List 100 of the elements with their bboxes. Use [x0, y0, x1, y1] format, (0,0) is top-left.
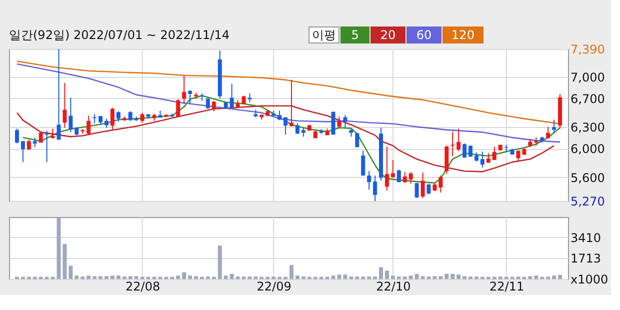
bar	[456, 274, 461, 279]
candlestick	[402, 171, 407, 184]
candlestick	[278, 110, 282, 121]
bar	[188, 276, 192, 279]
legend-title: 이평	[312, 28, 336, 42]
candlestick	[206, 97, 210, 110]
bar	[110, 276, 114, 279]
bar	[378, 267, 383, 279]
y-tick-label: 6,700	[570, 92, 605, 106]
candlestick	[284, 116, 288, 136]
line-series	[16, 63, 561, 143]
candlestick	[289, 79, 294, 127]
candlestick	[104, 118, 108, 128]
bar	[558, 274, 562, 279]
candlestick	[361, 150, 366, 176]
candlestick	[438, 175, 443, 194]
y-tick-label: 3410	[570, 230, 602, 245]
candlestick	[420, 172, 425, 198]
bar	[390, 276, 395, 279]
bar	[528, 276, 532, 279]
bar	[68, 266, 73, 279]
y-tick-label: 6,300	[570, 120, 605, 135]
text: 120	[452, 28, 474, 42]
bar	[134, 276, 138, 279]
candlestick	[62, 82, 67, 128]
candlestick	[56, 48, 61, 140]
y-tick-label: x1000	[570, 272, 608, 286]
bar	[432, 276, 437, 279]
candlestick	[68, 97, 73, 133]
bar	[98, 276, 103, 279]
bar	[116, 276, 120, 279]
bar	[92, 276, 97, 279]
y-tick-label: 7,000	[570, 70, 605, 84]
x-tick-label: 22/11	[490, 280, 524, 294]
bar	[408, 276, 413, 279]
bar	[182, 272, 186, 279]
candlestick	[188, 90, 192, 104]
text: 60	[416, 28, 432, 42]
candlestick	[337, 116, 342, 130]
candlestick	[355, 132, 360, 148]
bar	[450, 274, 455, 279]
candlestick	[408, 171, 413, 184]
candlestick	[128, 110, 132, 122]
chart-title: 일간(92일) 2022/07/01 ~ 2022/11/14	[9, 28, 230, 42]
bar	[438, 276, 443, 279]
candlestick	[343, 114, 348, 128]
bar	[552, 276, 556, 279]
bar	[218, 246, 222, 279]
bar	[74, 276, 79, 279]
x-tick-label: 22/08	[126, 280, 160, 294]
candlestick	[140, 112, 144, 124]
candlestick	[14, 128, 19, 144]
candlestick	[462, 143, 467, 158]
bar	[289, 265, 294, 279]
candlestick	[492, 146, 496, 160]
bar	[230, 274, 234, 279]
bar	[176, 276, 180, 279]
candlestick	[110, 107, 114, 130]
bar	[462, 276, 467, 279]
candlestick	[44, 130, 49, 163]
bar	[194, 276, 198, 279]
candlestick	[32, 137, 37, 148]
candlestick	[426, 183, 431, 195]
bar	[534, 276, 538, 279]
text: 5	[351, 28, 359, 42]
candlestick	[86, 115, 91, 135]
y-tick-label: 1713	[570, 252, 602, 266]
line-series	[16, 60, 561, 124]
candlestick	[516, 150, 520, 162]
bar	[444, 274, 449, 279]
bar	[295, 276, 300, 279]
candlestick	[212, 100, 216, 112]
candlestick	[414, 182, 419, 198]
candlestick	[373, 175, 378, 202]
candlestick	[546, 126, 550, 140]
candlestick	[384, 146, 389, 192]
bar	[224, 276, 228, 279]
candlestick	[552, 119, 556, 134]
candlestick	[456, 128, 461, 152]
candlestick	[390, 159, 395, 178]
candlestick	[182, 75, 186, 104]
bar	[414, 274, 419, 279]
candlestick	[176, 98, 180, 118]
text: 20	[380, 28, 396, 42]
x-tick-label: 22/09	[256, 280, 292, 294]
candlestick	[367, 170, 372, 190]
bar	[384, 270, 389, 279]
y-tick-label: 7,390	[570, 42, 605, 56]
bar	[104, 276, 108, 279]
candlestick	[116, 110, 120, 122]
x-tick-label: 22/10	[376, 280, 411, 294]
y-tick-label: 6,000	[570, 142, 605, 156]
bar	[86, 276, 91, 279]
candlestick	[230, 83, 234, 108]
candlestick	[396, 169, 401, 183]
y-tick-label: 5,270	[570, 194, 605, 208]
bar	[343, 274, 348, 279]
bar	[128, 276, 132, 279]
y-tick-label: 5,600	[570, 170, 605, 185]
candlestick	[480, 151, 484, 168]
